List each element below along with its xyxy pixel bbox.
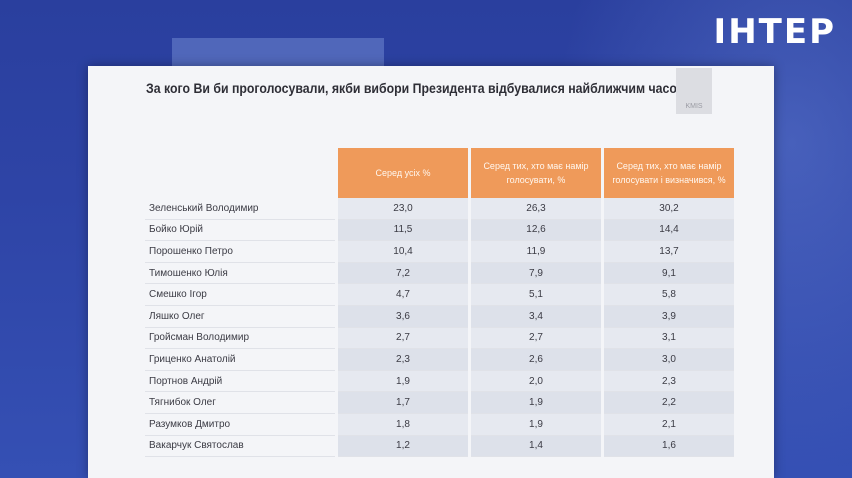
slide-screen: За кого Ви би проголосували, якби вибори… xyxy=(88,66,774,478)
data-label: 1,9 xyxy=(471,413,601,436)
candidate-name: Порошенко Петро xyxy=(145,241,335,263)
table-row: Разумков Дмитро 1,8 1,9 2,1 xyxy=(145,413,734,436)
data-label: 1,4 xyxy=(471,435,601,458)
data-label: 2,6 xyxy=(471,349,601,371)
candidate-name: Гройсман Володимир xyxy=(145,328,335,350)
candidate-name: Тимошенко Юлія xyxy=(145,263,335,285)
table-row: Ляшко Олег 3,6 3,4 3,9 xyxy=(145,305,734,328)
data-label: 1,9 xyxy=(338,370,468,393)
candidate-name: Тягнибок Олег xyxy=(145,392,335,414)
data-label: 1,8 xyxy=(338,413,468,436)
data-label: 4,7 xyxy=(338,284,468,306)
candidate-name: Зеленський Володимир xyxy=(145,198,335,220)
candidate-name: Разумков Дмитро xyxy=(145,414,335,436)
table-row: Бойко Юрій 11,5 12,6 14,4 xyxy=(145,219,734,242)
table-row: Тимошенко Юлія 7,2 7,9 9,1 xyxy=(145,262,734,285)
data-label: 9,1 xyxy=(604,262,734,285)
data-label: 5,8 xyxy=(604,284,734,306)
data-label: 2,2 xyxy=(604,392,734,414)
data-label: 3,1 xyxy=(604,327,734,350)
candidate-name: Портнов Андрій xyxy=(145,371,335,393)
candidate-name: Вакарчук Святослав xyxy=(145,436,335,458)
data-label: 2,3 xyxy=(604,370,734,393)
data-label: 1,6 xyxy=(604,435,734,458)
column-header: Серед тих, хто має намір голосувати і ви… xyxy=(604,148,734,198)
table-body: Зеленський Володимир 23,0 26,3 30,2 Бойко Юр… xyxy=(145,198,734,458)
data-label: 3,0 xyxy=(604,349,734,371)
data-label: 14,4 xyxy=(604,219,734,242)
data-label: 13,7 xyxy=(604,241,734,263)
poll-table: Серед усіх % Серед тих, хто має намір го… xyxy=(142,148,737,458)
data-label: 2,7 xyxy=(338,327,468,350)
data-label: 23,0 xyxy=(338,198,468,220)
channel-logo: ІНТЕР xyxy=(713,12,836,52)
table-row: Порошенко Петро 10,4 11,9 13,7 xyxy=(145,241,734,263)
table-row: Тягнибок Олег 1,7 1,9 2,2 xyxy=(145,392,734,414)
candidate-name: Бойко Юрій xyxy=(145,220,335,242)
table-row: Гройсман Володимир 2,7 2,7 3,1 xyxy=(145,327,734,350)
data-label: 12,6 xyxy=(471,219,601,242)
data-label: 7,2 xyxy=(338,262,468,285)
data-label: 2,1 xyxy=(604,413,734,436)
column-header: Серед усіх % xyxy=(338,148,468,198)
column-header: Серед тих, хто має намір голосувати, % xyxy=(471,148,601,198)
data-label: 5,1 xyxy=(471,284,601,306)
data-label: 3,9 xyxy=(604,305,734,328)
name-column-header xyxy=(145,148,335,198)
data-label: 2,3 xyxy=(338,349,468,371)
data-label: 3,4 xyxy=(471,305,601,328)
table-row: Вакарчук Святослав 1,2 1,4 1,6 xyxy=(145,435,734,458)
data-label: 1,7 xyxy=(338,392,468,414)
candidate-name: Смешко Ігор xyxy=(145,284,335,306)
data-label: 1,9 xyxy=(471,392,601,414)
chart-title: За кого Ви би проголосували, якби вибори… xyxy=(146,80,694,96)
table-header-row: Серед усіх % Серед тих, хто має намір го… xyxy=(145,148,734,198)
data-label: 11,9 xyxy=(471,241,601,263)
data-label: 10,4 xyxy=(338,241,468,263)
table-row: Смешко Ігор 4,7 5,1 5,8 xyxy=(145,284,734,306)
candidate-name: Ляшко Олег xyxy=(145,306,335,328)
data-label: 7,9 xyxy=(471,262,601,285)
table-row: Портнов Андрій 1,9 2,0 2,3 xyxy=(145,370,734,393)
table-row: Гриценко Анатолій 2,3 2,6 3,0 xyxy=(145,349,734,371)
data-label: 30,2 xyxy=(604,198,734,220)
data-label: 3,6 xyxy=(338,305,468,328)
brand-logo-box: KMIS xyxy=(676,68,712,114)
data-label: 26,3 xyxy=(471,198,601,220)
data-label: 2,0 xyxy=(471,370,601,393)
data-label: 2,7 xyxy=(471,327,601,350)
brand-logo-text: KMIS xyxy=(685,103,703,110)
candidate-name: Гриценко Анатолій xyxy=(145,349,335,371)
data-label: 11,5 xyxy=(338,219,468,242)
data-label: 1,2 xyxy=(338,435,468,458)
table-row: Зеленський Володимир 23,0 26,3 30,2 xyxy=(145,198,734,220)
